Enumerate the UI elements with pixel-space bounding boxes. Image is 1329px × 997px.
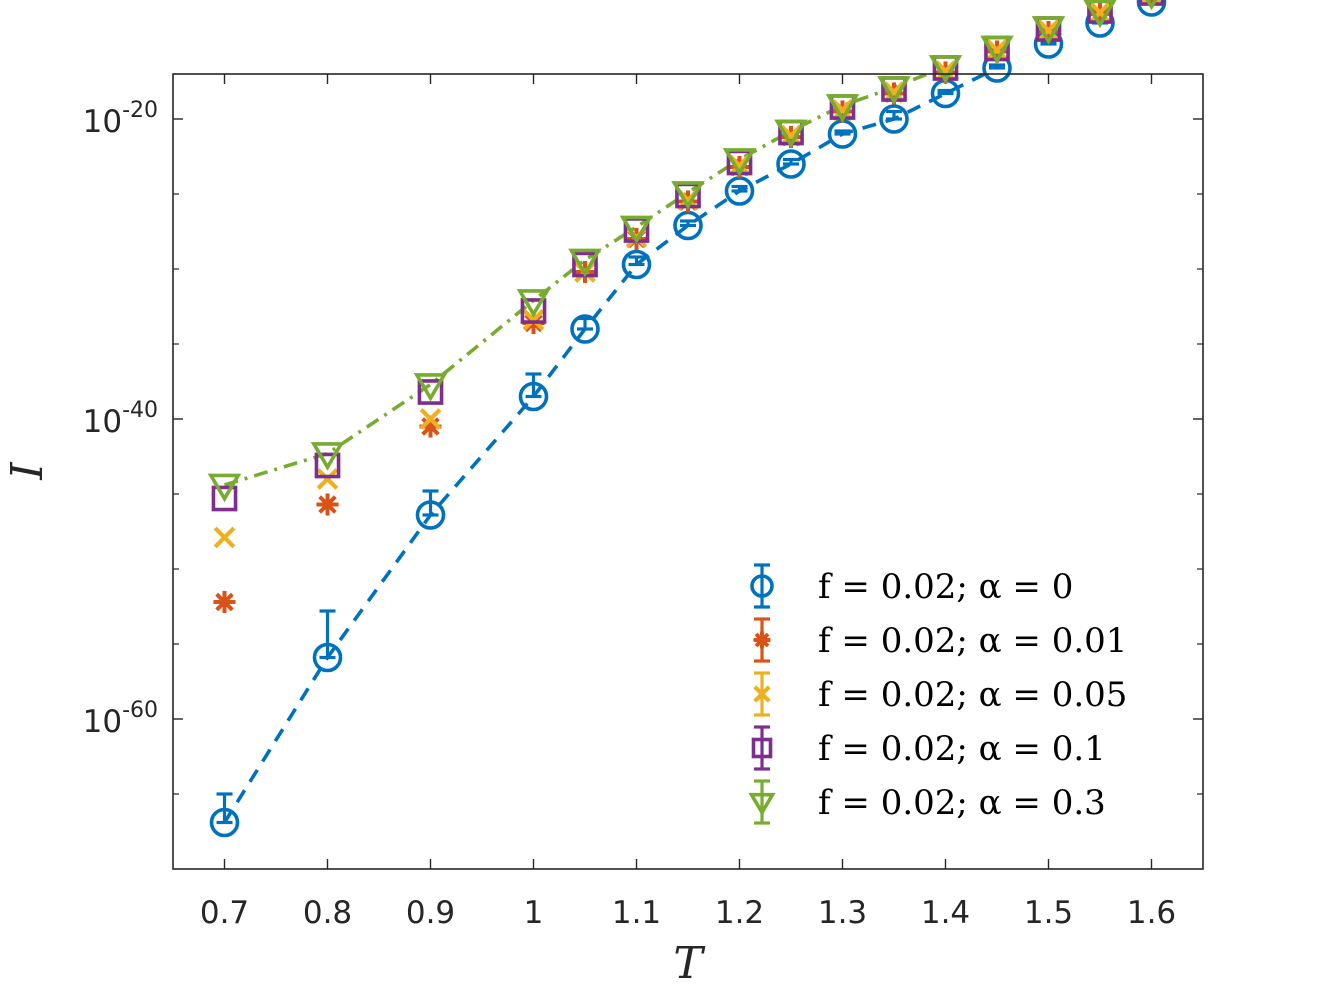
- data-point: [776, 149, 806, 179]
- legend-label: f = 0.02; α = 0.05: [818, 675, 1127, 715]
- x-tick-label: 1.3: [818, 895, 867, 931]
- legend-item: f = 0.02; α = 0: [750, 563, 1073, 609]
- data-point: [1083, 0, 1117, 29]
- data-point: [516, 289, 551, 318]
- error-bar: [731, 184, 748, 193]
- series-marks: [207, 0, 1167, 838]
- error-bar: [319, 609, 336, 660]
- data-point: [314, 452, 341, 479]
- data-point: [312, 642, 343, 673]
- data-point: [780, 124, 802, 147]
- legend-item: f = 0.02; α = 0.01: [753, 617, 1127, 663]
- data-point: [568, 248, 602, 278]
- data-point: [570, 314, 600, 344]
- x-tick-label: 0.9: [406, 895, 455, 931]
- data-point: [211, 485, 238, 512]
- data-point: [671, 181, 705, 210]
- data-point: [928, 55, 963, 84]
- legend-marker: [748, 792, 776, 817]
- data-point: [1031, 16, 1066, 45]
- legend-item: f = 0.02; α = 0.3: [748, 779, 1106, 825]
- y-tick-label: 10-40: [83, 398, 158, 440]
- data-point: [209, 807, 240, 838]
- x-axis-label: T: [673, 938, 706, 989]
- data-point: [213, 526, 236, 549]
- legend-label: f = 0.02; α = 0: [818, 567, 1073, 607]
- x-tick-label: 0.8: [303, 895, 352, 931]
- error-bar: [834, 129, 851, 136]
- data-point: [1037, 19, 1060, 42]
- x-tick-label: 1.2: [715, 895, 764, 931]
- data-point: [883, 81, 905, 103]
- data-point: [413, 373, 448, 402]
- data-point: [522, 309, 545, 331]
- data-point: [879, 104, 909, 134]
- data-point: [419, 408, 442, 430]
- x-tick-label: 1.4: [921, 895, 970, 931]
- data-point: [1089, 1, 1111, 24]
- x-tick-label: 1.5: [1024, 895, 1073, 931]
- data-point: [1136, 0, 1167, 17]
- data-point: [877, 76, 911, 105]
- data-point: [316, 493, 339, 516]
- y-tick-label: 10-60: [83, 698, 158, 740]
- data-point: [934, 60, 957, 82]
- legend-label: f = 0.02; α = 0.1: [818, 729, 1106, 769]
- data-point: [619, 215, 654, 245]
- data-point: [213, 590, 236, 614]
- legend-marker: [753, 631, 771, 649]
- data-point: [1140, 0, 1163, 6]
- error-bar: [783, 157, 799, 166]
- data-point: [417, 379, 444, 405]
- error-bar: [680, 219, 696, 228]
- data-point: [518, 381, 549, 412]
- legend-marker: [750, 574, 774, 598]
- y-tick-label: 10-20: [83, 98, 158, 140]
- data-point: [520, 298, 547, 324]
- x-tick-label: 1.6: [1127, 895, 1176, 931]
- x-tick-label: 1: [524, 895, 544, 931]
- x-tick-label: 1.1: [612, 895, 661, 931]
- error-bar: [937, 88, 954, 96]
- data-point: [986, 39, 1008, 61]
- data-point: [310, 442, 345, 471]
- axis-ticks: [173, 74, 1203, 869]
- data-point: [825, 94, 860, 123]
- legend: f = 0.02; α = 0 f = 0.02; α = 0.01 f = 0.0…: [748, 563, 1127, 825]
- tick-labels: 0.7 0.8 0.9 1 1.1 1.2 1.3 1.4 1.5 1.6 10-60 10-40 10…: [83, 98, 1177, 931]
- data-point: [722, 148, 757, 177]
- legend-marker: [753, 685, 771, 703]
- data-point: [621, 249, 652, 280]
- legend-item: f = 0.02; α = 0.1: [751, 725, 1106, 771]
- legend-label: f = 0.02; α = 0.3: [818, 783, 1106, 823]
- data-point: [831, 99, 854, 121]
- data-point: [980, 35, 1014, 65]
- data-point: [207, 473, 242, 503]
- series-line: [222, 74, 989, 824]
- series-lines: [222, 74, 989, 824]
- legend-item: f = 0.02; α = 0.05: [753, 671, 1127, 717]
- legend-label: f = 0.02; α = 0.01: [818, 621, 1127, 661]
- error-bar: [628, 255, 645, 267]
- error-bar: [886, 109, 902, 121]
- data-point: [774, 119, 808, 149]
- plot-frame: [172, 73, 1204, 870]
- x-tick-label: 0.7: [200, 895, 249, 931]
- data-point: [316, 468, 339, 490]
- error-bar: [989, 63, 1005, 70]
- series-line: [223, 74, 932, 487]
- y-axis-label: I: [2, 461, 53, 481]
- data-point: [415, 500, 446, 530]
- legend-marker: [751, 737, 773, 759]
